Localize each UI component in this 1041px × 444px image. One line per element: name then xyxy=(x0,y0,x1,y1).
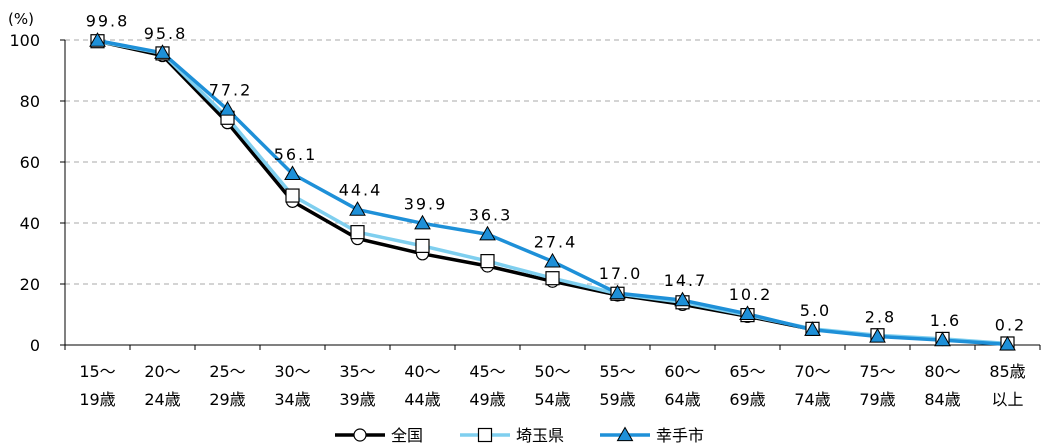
series-markers xyxy=(89,32,1016,351)
x-tick-label: 49歳 xyxy=(469,390,505,409)
x-tick-label: 29歳 xyxy=(209,390,245,409)
x-tick-label: 40〜 xyxy=(404,362,440,381)
data-point-triangle xyxy=(349,201,366,216)
y-unit-label: (%) xyxy=(8,10,34,28)
legend-marker-circle xyxy=(353,428,367,442)
data-point-square xyxy=(480,254,495,269)
x-tick-label: 39歳 xyxy=(339,390,375,409)
data-label: 2.8 xyxy=(865,307,896,326)
x-tick-label: 25〜 xyxy=(209,362,245,381)
x-tick-label: 59歳 xyxy=(599,390,635,409)
data-point-triangle xyxy=(804,321,821,336)
axes xyxy=(60,39,1041,350)
x-tick-label: 54歳 xyxy=(534,390,570,409)
x-tick-label: 24歳 xyxy=(144,390,180,409)
x-tick-label: 75〜 xyxy=(859,362,895,381)
y-axis-ticks: 0 20 40 60 80 100 xyxy=(9,31,40,355)
data-point-triangle xyxy=(934,331,951,347)
legend-marker-triangle xyxy=(616,426,634,442)
data-point-triangle xyxy=(674,291,691,307)
data-point-triangle xyxy=(739,305,756,321)
data-label: 77.2 xyxy=(209,81,253,100)
data-label: 99.8 xyxy=(86,12,130,31)
data-label: 95.8 xyxy=(144,24,188,43)
data-label: 14.7 xyxy=(664,271,708,290)
data-label: 56.1 xyxy=(274,145,318,164)
x-tick-label: 69歳 xyxy=(729,390,765,409)
x-tick-label: 35〜 xyxy=(339,362,375,381)
data-label: 17.0 xyxy=(599,264,643,283)
x-tick-label: 65〜 xyxy=(729,362,765,381)
data-label: 5.0 xyxy=(800,301,831,320)
legend-label: 全国 xyxy=(391,426,423,444)
legend-marker-square xyxy=(477,427,493,443)
x-tick-label: 34歳 xyxy=(274,390,310,409)
x-tick-label: 80〜 xyxy=(924,362,960,381)
data-point-triangle xyxy=(609,284,626,300)
data-point-square xyxy=(350,225,365,240)
data-point-triangle xyxy=(414,214,431,230)
legend-label: 幸手市 xyxy=(656,426,704,444)
data-label: 36.3 xyxy=(469,205,513,224)
data-point-triangle xyxy=(479,225,496,241)
x-tick-label: 15〜 xyxy=(79,362,115,381)
data-point-square xyxy=(285,188,300,203)
y-tick-label: 20 xyxy=(20,275,40,294)
data-point-triangle xyxy=(219,101,236,116)
data-point-triangle xyxy=(544,252,561,268)
x-tick-label: 79歳 xyxy=(859,390,895,409)
x-tick-label: 44歳 xyxy=(404,390,440,409)
x-tick-label: 19歳 xyxy=(79,390,115,409)
data-point-triangle xyxy=(284,165,301,181)
x-tick-label: 85歳 xyxy=(989,362,1025,381)
y-tick-label: 60 xyxy=(20,153,40,172)
data-point-triangle xyxy=(999,335,1016,351)
data-label: 0.2 xyxy=(995,315,1026,334)
data-point-square xyxy=(415,238,430,253)
legend: 全国 埼玉県 幸手市 xyxy=(335,426,704,444)
data-point-triangle xyxy=(154,44,171,59)
data-label: 1.6 xyxy=(930,311,961,330)
x-tick-label: 60〜 xyxy=(664,362,700,381)
legend-label: 埼玉県 xyxy=(516,426,564,444)
x-tick-label: 55〜 xyxy=(599,362,635,381)
data-point-triangle xyxy=(89,32,106,47)
y-tick-label: 0 xyxy=(30,336,40,355)
x-tick-label: 50〜 xyxy=(534,362,570,381)
data-point-square xyxy=(545,271,560,286)
grid-lines xyxy=(65,39,1040,285)
y-tick-label: 40 xyxy=(20,214,40,233)
x-tick-label: 84歳 xyxy=(924,390,960,409)
data-label: 39.9 xyxy=(404,194,448,213)
data-label: 27.4 xyxy=(534,232,578,251)
x-tick-label: 30〜 xyxy=(274,362,310,381)
y-tick-label: 100 xyxy=(9,31,40,50)
x-tick-label: 以上 xyxy=(991,390,1023,409)
data-label: 10.2 xyxy=(729,285,773,304)
x-tick-label: 64歳 xyxy=(664,390,700,409)
data-labels: 99.8 95.8 77.2 56.1 44.4 39.9 36.3 27.4 17.0 14.7… xyxy=(86,12,1026,335)
x-tick-label: 45〜 xyxy=(469,362,505,381)
x-tick-label: 70〜 xyxy=(794,362,830,381)
x-tick-label: 74歳 xyxy=(794,390,830,409)
x-axis-labels: 15〜 19歳 20〜 24歳 25〜 29歳 30〜 34歳 35〜 39歳 40〜 44歳 45〜 4… xyxy=(79,362,1025,409)
data-point-triangle xyxy=(869,327,886,343)
y-tick-label: 80 xyxy=(20,92,40,111)
x-tick-label: 20〜 xyxy=(144,362,180,381)
data-label: 44.4 xyxy=(339,181,383,200)
